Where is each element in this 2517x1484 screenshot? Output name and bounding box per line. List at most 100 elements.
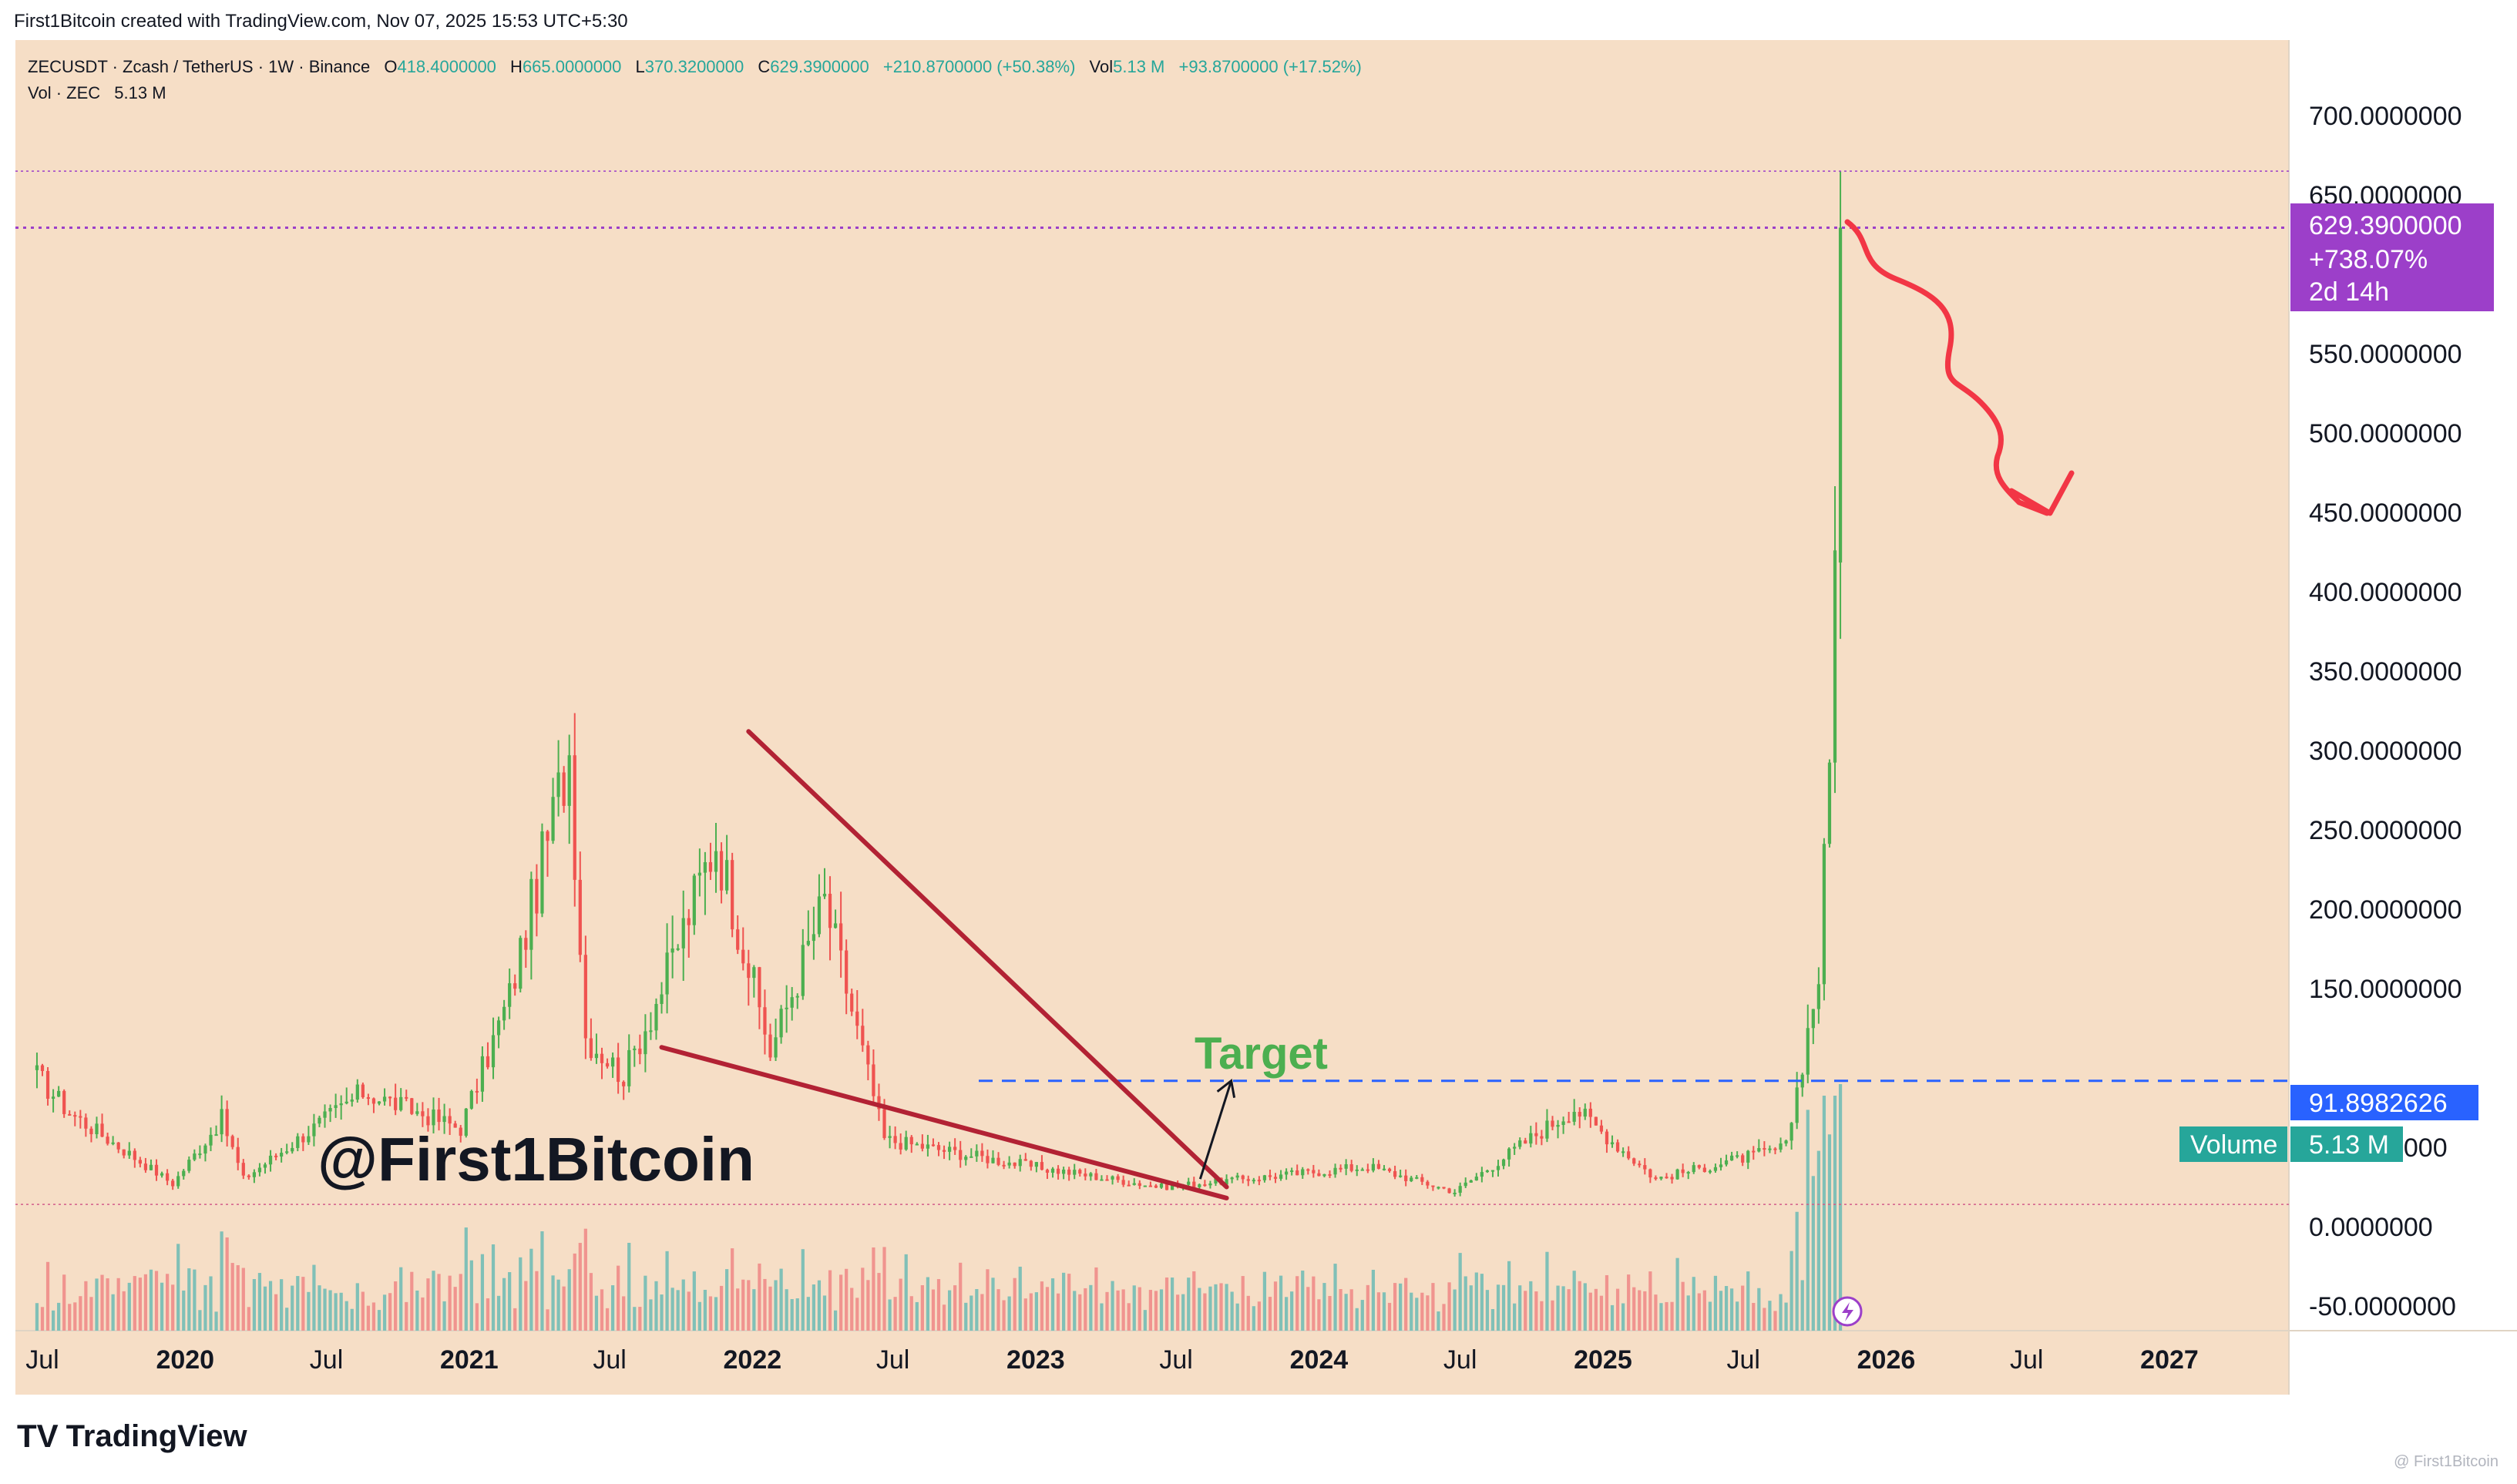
plot-background	[15, 40, 2289, 1395]
candle-body	[1811, 1009, 1815, 1029]
volume-series-value: 5.13 M	[114, 83, 166, 102]
volume-bar	[768, 1286, 772, 1331]
candle-body	[861, 1026, 865, 1046]
candle-body	[480, 1056, 485, 1092]
candle-body	[681, 918, 685, 948]
candle-body	[1252, 1180, 1255, 1182]
volume-bar	[339, 1292, 343, 1331]
volume-bar	[1463, 1276, 1467, 1331]
volume-bar	[1490, 1308, 1495, 1331]
volume-bar	[1615, 1288, 1620, 1331]
volume-bar	[1084, 1288, 1087, 1331]
time-axis[interactable]: Jul 2020 Jul 2021 Jul 2022 Jul 2023 Jul 2024 Jul 20…	[25, 1345, 2199, 1375]
volume-bar	[1094, 1267, 1098, 1331]
candle-body	[947, 1147, 952, 1152]
price-chart[interactable]: Target @First1Bitcoin 700.0000000650.000…	[0, 40, 2517, 1395]
candle-body	[936, 1145, 941, 1150]
candle-body	[1599, 1125, 1604, 1132]
volume-bar	[394, 1281, 398, 1331]
candle-body	[301, 1136, 305, 1143]
candle-body	[291, 1147, 294, 1152]
candle-body	[774, 1037, 778, 1058]
volume-bar	[752, 1289, 756, 1331]
volume-bar	[1273, 1281, 1278, 1331]
candle-body	[1013, 1162, 1017, 1167]
candle-body	[1050, 1168, 1055, 1173]
volume-bar	[687, 1291, 691, 1331]
volume-bar	[594, 1295, 599, 1331]
tradingview-logo[interactable]: TV TradingView	[17, 1418, 247, 1455]
x-tick-label: 2022	[724, 1345, 782, 1375]
corner-watermark: @ First1Bitcoin	[2394, 1453, 2499, 1470]
candle-body	[806, 941, 810, 945]
volume-bar	[1301, 1271, 1305, 1331]
candle-body	[1540, 1136, 1544, 1139]
volume-bar	[1399, 1283, 1403, 1331]
candle-body	[1148, 1185, 1153, 1187]
volume-bar	[187, 1268, 191, 1331]
volume-bar	[116, 1278, 120, 1331]
volume-bar	[953, 1285, 957, 1331]
candle-body	[1567, 1121, 1571, 1123]
volume-bar	[328, 1290, 332, 1331]
volume-bar	[1578, 1281, 1581, 1331]
volume-bar	[1339, 1288, 1343, 1331]
volume-bar	[1257, 1301, 1261, 1331]
candle-body	[708, 861, 713, 872]
candles	[35, 171, 1843, 1197]
volume-bar	[1768, 1301, 1772, 1331]
chart-frame[interactable]: Target @First1Bitcoin 700.0000000 650.000…	[0, 40, 2517, 1395]
candle-body	[133, 1150, 136, 1160]
chart-credit: First1Bitcoin created with TradingView.c…	[14, 11, 628, 32]
lightning-icon[interactable]	[1832, 1296, 1863, 1327]
volume-bar	[366, 1305, 371, 1331]
tradingview-mark-icon: TV	[17, 1418, 59, 1454]
candle-body	[1480, 1172, 1484, 1177]
volume-bar	[1458, 1253, 1462, 1331]
volume-bar	[285, 1308, 289, 1331]
volume-bar	[247, 1307, 250, 1331]
volume-bar	[399, 1267, 403, 1331]
candle-body	[1534, 1133, 1538, 1137]
candle-body	[959, 1150, 963, 1160]
volume-bar	[1811, 1176, 1815, 1331]
candle-body	[1105, 1179, 1109, 1181]
candle-body	[1312, 1170, 1316, 1173]
volume-badge-label: Volume	[2190, 1130, 2277, 1160]
volume-bar	[936, 1279, 941, 1331]
candle-body	[399, 1096, 403, 1110]
candle-body	[464, 1108, 468, 1137]
candle-body	[1773, 1148, 1777, 1150]
candle-body	[1301, 1169, 1305, 1176]
volume-bar	[1437, 1311, 1440, 1331]
volume-bar	[817, 1280, 822, 1331]
candle-body	[1111, 1176, 1114, 1180]
candle-body	[149, 1164, 153, 1170]
price-badge: 629.3900000 +738.07% 2d 14h	[2290, 203, 2494, 311]
volume-bar	[1246, 1295, 1250, 1331]
candle-body	[1838, 227, 1843, 563]
candle-body	[57, 1090, 61, 1097]
volume-bar	[45, 1261, 50, 1331]
volume-bar	[1741, 1285, 1745, 1331]
candle-body	[535, 878, 539, 914]
candle-body	[1225, 1179, 1228, 1185]
candle-body	[318, 1117, 321, 1124]
candle-body	[1458, 1186, 1462, 1193]
candle-body	[888, 1136, 892, 1138]
volume-label: Vol	[1089, 57, 1114, 76]
candle-body	[415, 1111, 419, 1114]
volume-bar	[1779, 1294, 1783, 1331]
candle-body	[1768, 1148, 1772, 1150]
volume-bar	[589, 1273, 593, 1331]
candle-body	[62, 1090, 66, 1114]
volume-bar	[149, 1269, 153, 1331]
y-tick-label: 250.0000000	[2309, 816, 2462, 845]
y-tick-label: 450.0000000	[2309, 499, 2462, 528]
volume-bar	[1736, 1301, 1739, 1331]
volume-bar	[633, 1307, 637, 1331]
candle-body	[1800, 1074, 1804, 1088]
falling-trendline-upper	[746, 729, 1229, 1190]
candle-body	[1198, 1184, 1201, 1187]
volume-bar	[1453, 1289, 1457, 1331]
